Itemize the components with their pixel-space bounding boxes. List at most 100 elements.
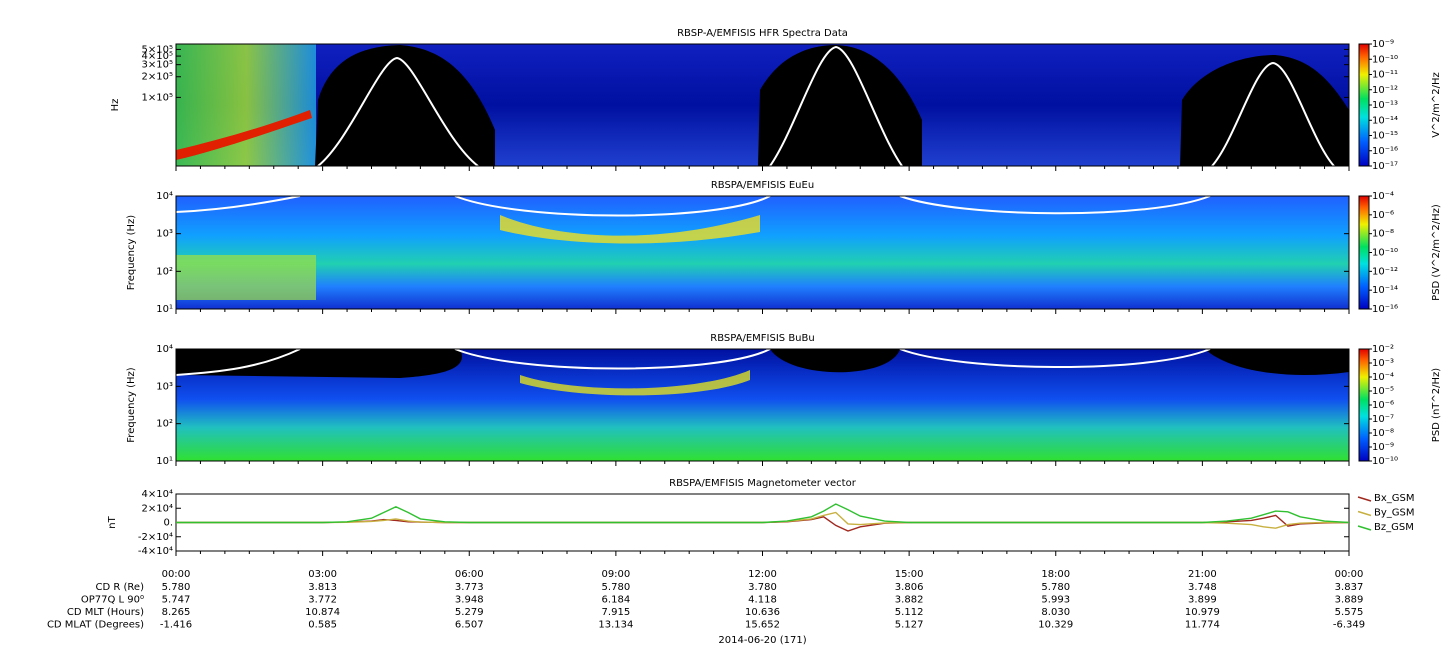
spectrogram-band <box>520 370 750 396</box>
y-tick-label: 4×10⁴ <box>142 489 173 500</box>
ephemeris-value: -6.349 <box>1333 620 1365 631</box>
x-tick-label: 03:00 <box>308 569 337 580</box>
legend-label: Bz_GSM <box>1374 522 1414 533</box>
spectrogram-band <box>176 255 316 300</box>
ephemeris-value: 5.127 <box>895 620 924 631</box>
panel-title: RBSPA/EMFISIS Magnetometer vector <box>669 478 857 489</box>
ephemeris-value: 10.874 <box>305 607 340 618</box>
ephemeris-value: 5.780 <box>1041 582 1070 593</box>
spectrogram-gap <box>758 45 922 166</box>
y-tick-label: 10⁴ <box>156 191 173 202</box>
ephemeris-value: 3.882 <box>895 595 924 606</box>
ephemeris-value: 8.265 <box>162 607 191 618</box>
y-tick-label: 10² <box>156 419 173 430</box>
ephemeris-value: 5.575 <box>1335 607 1364 618</box>
colorbar-tick-label: 10⁻⁶ <box>1372 400 1394 411</box>
colorbar-tick-label: 10⁻² <box>1372 344 1394 355</box>
ephemeris-value: 10.979 <box>1185 607 1220 618</box>
x-axis-label: 2014-06-20 (171) <box>718 635 806 646</box>
legend-swatch <box>1357 510 1372 517</box>
ephemeris-value: 3.748 <box>1188 582 1217 593</box>
legend-label: By_GSM <box>1374 508 1415 519</box>
ephemeris-value: 3.837 <box>1335 582 1364 593</box>
fce-curve <box>175 195 301 213</box>
y-axis-label: Frequency (Hz) <box>126 367 137 443</box>
colorbar-tick-label: 10⁻¹⁶ <box>1372 146 1398 157</box>
y-tick-label: -4×10⁴ <box>138 546 173 557</box>
ephemeris-label: CD MLAT (Degrees) <box>47 620 144 631</box>
ephemeris-value: 0.585 <box>308 620 337 631</box>
ephemeris-label: CD R (Re) <box>96 582 145 593</box>
colorbar-tick-label: 10⁻¹⁵ <box>1372 131 1398 142</box>
x-tick-label: 12:00 <box>748 569 777 580</box>
x-tick-label: 09:00 <box>601 569 630 580</box>
ephemeris-value: 6.184 <box>602 595 631 606</box>
legend-label: Bx_GSM <box>1374 493 1415 504</box>
ephemeris-value: 5.747 <box>162 595 191 606</box>
y-tick-label: 10¹ <box>156 304 173 315</box>
colorbar-tick-label: 10⁻⁷ <box>1372 414 1394 425</box>
ephemeris-value: 3.899 <box>1188 595 1217 606</box>
colorbar-tick-label: 10⁻⁵ <box>1372 386 1394 397</box>
x-tick-label: 06:00 <box>455 569 484 580</box>
y-axis-label: Hz <box>110 99 121 112</box>
spectrogram-images <box>175 44 1349 461</box>
y-tick-label: 2×10⁴ <box>142 503 173 514</box>
spectrogram-gap <box>1180 55 1349 166</box>
x-tick-label: 00:00 <box>162 569 191 580</box>
spectrogram-band <box>176 110 312 160</box>
ephemeris-value: 3.813 <box>308 582 337 593</box>
spectrogram-gap <box>176 349 462 378</box>
colorbar <box>1358 195 1370 310</box>
ephemeris-value: 3.780 <box>748 582 777 593</box>
colorbar-tick-label: 10⁻¹² <box>1372 266 1398 277</box>
data-line <box>176 511 1349 529</box>
y-axis-label: nT <box>107 515 118 528</box>
x-tick-label: 18:00 <box>1041 569 1070 580</box>
spectrogram-gap <box>770 349 900 373</box>
colorbar-tick-label: 10⁻³ <box>1372 358 1394 369</box>
panel-title: RBSPA/EMFISIS EuEu <box>711 180 814 191</box>
ephemeris-value: 5.780 <box>162 582 191 593</box>
legend-swatch <box>1357 525 1372 531</box>
spectrogram-band <box>500 215 760 244</box>
spectrogram-gap <box>1205 349 1349 376</box>
fce-curve <box>454 348 771 370</box>
ephemeris-value: 10.329 <box>1038 620 1073 631</box>
legend-swatch <box>1357 496 1372 502</box>
fce-curve <box>769 45 903 167</box>
y-axis-label: Frequency (Hz) <box>126 215 137 291</box>
colorbar-tick-label: 10⁻⁸ <box>1372 229 1394 240</box>
ephemeris-value: -1.416 <box>160 620 192 631</box>
colorbar-tick-label: 10⁻¹⁶ <box>1372 304 1398 315</box>
colorbar-tick-label: 10⁻¹⁰ <box>1372 456 1398 467</box>
spectrogram-image <box>176 196 1349 309</box>
panel-title: RBSPA/EMFISIS BuBu <box>710 333 814 344</box>
y-tick-label: 10² <box>156 266 173 277</box>
colorbar <box>1358 43 1370 167</box>
colorbar-tick-label: 10⁻¹¹ <box>1372 70 1398 81</box>
y-tick-label: 3×10⁵ <box>142 60 173 71</box>
colorbar-tick-label: 10⁻⁴ <box>1372 372 1394 383</box>
colorbar-label: PSD (V^2/m^2/Hz) <box>1431 204 1442 301</box>
ephemeris-value: 11.774 <box>1185 620 1220 631</box>
fce-curve <box>899 348 1211 368</box>
ephemeris-value: 3.772 <box>308 595 337 606</box>
y-tick-label: 0. <box>163 518 173 529</box>
y-tick-label: 5×10⁵ <box>142 44 173 55</box>
colorbar-tick-label: 10⁻⁹ <box>1372 442 1394 453</box>
ephemeris-value: 5.112 <box>895 607 924 618</box>
ephemeris-value: 7.915 <box>602 607 631 618</box>
ephemeris-value: 13.134 <box>598 620 633 631</box>
data-line <box>176 503 1350 524</box>
colorbar-tick-label: 10⁻¹⁴ <box>1372 285 1398 296</box>
colorbar-tick-label: 10⁻⁸ <box>1372 428 1394 439</box>
fce-curve <box>899 195 1211 215</box>
colorbar-tick-label: 10⁻⁴ <box>1372 191 1394 202</box>
colorbar-tick-label: 10⁻¹⁷ <box>1372 161 1398 172</box>
ephemeris-value: 15.652 <box>745 620 780 631</box>
ephemeris-value: 8.030 <box>1041 607 1070 618</box>
ephemeris-label: OP77Q L 90⁰ <box>81 595 144 606</box>
colorbar-tick-label: 10⁻¹³ <box>1372 100 1398 111</box>
